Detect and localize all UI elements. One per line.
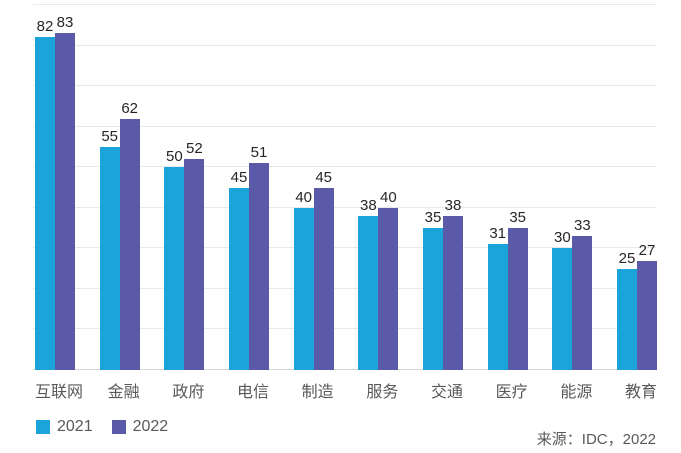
gridline (33, 85, 656, 87)
x-axis-label: 电信 (236, 384, 269, 401)
source-note: 来源：IDC，2022 (536, 431, 656, 448)
gridline (33, 247, 656, 249)
bar-2022-互联网 (55, 33, 75, 370)
bar-value-label: 52 (185, 140, 203, 158)
bar-value-label: 35 (509, 209, 527, 227)
gridline (33, 287, 656, 289)
x-axis-label: 金融 (107, 384, 140, 401)
bar-value-label: 31 (489, 225, 507, 243)
bar-value-label: 35 (424, 209, 442, 227)
x-axis-label: 能源 (560, 384, 593, 401)
legend-swatch-2021-icon (36, 420, 50, 434)
bar-value-label: 30 (554, 229, 571, 247)
gridline (33, 125, 656, 127)
bar-2022-教育 (637, 260, 658, 370)
legend: 2021 2022 (36, 418, 168, 436)
bar-value-label: 82 (36, 18, 54, 36)
x-axis-label: 交通 (431, 384, 464, 401)
legend-item-2022: 2022 (111, 418, 169, 436)
bar-value-label: 55 (101, 127, 118, 145)
bar-value-label: 25 (618, 249, 636, 267)
legend-item-2021: 2021 (36, 418, 93, 436)
bar-2021-服务 (358, 215, 379, 370)
bar-value-label: 38 (360, 196, 377, 214)
x-axis-label: 制造 (301, 384, 334, 401)
bar-value-label: 27 (638, 241, 656, 259)
x-axis-label: 服务 (366, 384, 399, 401)
bar-2021-电信 (229, 187, 249, 370)
bar-value-label: 51 (250, 144, 268, 162)
bar-2022-服务 (378, 207, 399, 370)
gridline (33, 166, 656, 168)
bar-2021-制造 (293, 207, 314, 370)
gridline (33, 206, 656, 208)
bar-value-label: 83 (56, 14, 74, 32)
plot-area: 82 83 55 62 50 52 45 51 40 45 38 40 35 38 31 35 30 33 25 27 (33, 0, 658, 370)
bar-value-label: 62 (121, 99, 138, 117)
bar-2022-医疗 (507, 228, 528, 370)
bar-2022-政府 (184, 159, 205, 370)
x-axis-label: 教育 (625, 384, 658, 401)
bar-2022-电信 (249, 163, 269, 370)
bar-2022-交通 (443, 215, 464, 370)
bar-2021-教育 (617, 268, 638, 370)
bar-2021-互联网 (35, 37, 55, 370)
x-axis-line (33, 369, 656, 370)
bar-2022-金融 (119, 118, 140, 370)
legend-label-2021: 2021 (57, 418, 93, 435)
bar-value-label: 45 (315, 168, 333, 186)
gridline (33, 44, 656, 46)
bar-value-label: 45 (230, 168, 248, 186)
gridline (33, 4, 656, 5)
bar-value-label: 38 (444, 196, 462, 214)
bar-2021-能源 (552, 248, 573, 370)
x-axis-label: 政府 (172, 384, 205, 401)
bar-value-label: 33 (574, 217, 591, 235)
bar-2022-能源 (572, 236, 593, 370)
bar-2022-制造 (313, 187, 334, 370)
legend-swatch-2022-icon (111, 420, 126, 434)
bar-2021-医疗 (487, 244, 508, 370)
x-axis-label: 互联网 (34, 384, 83, 401)
gridline (33, 328, 656, 330)
bar-value-label: 40 (295, 188, 313, 206)
legend-label-2022: 2022 (132, 418, 169, 435)
bar-value-label: 40 (380, 188, 397, 206)
bar-2021-交通 (423, 228, 444, 370)
x-axis-label: 医疗 (495, 384, 528, 401)
bar-2021-政府 (164, 167, 185, 370)
bar-2021-金融 (99, 146, 120, 370)
bar-value-label: 50 (165, 148, 183, 166)
